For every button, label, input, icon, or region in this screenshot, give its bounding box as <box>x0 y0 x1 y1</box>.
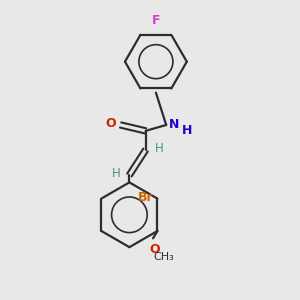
Text: Br: Br <box>137 190 153 204</box>
Text: H: H <box>112 167 121 180</box>
Text: F: F <box>152 14 160 27</box>
Text: H: H <box>182 124 192 137</box>
Text: CH₃: CH₃ <box>154 252 174 262</box>
Text: H: H <box>154 142 163 155</box>
Text: N: N <box>169 118 179 131</box>
Text: O: O <box>106 117 116 130</box>
Text: O: O <box>150 243 160 256</box>
